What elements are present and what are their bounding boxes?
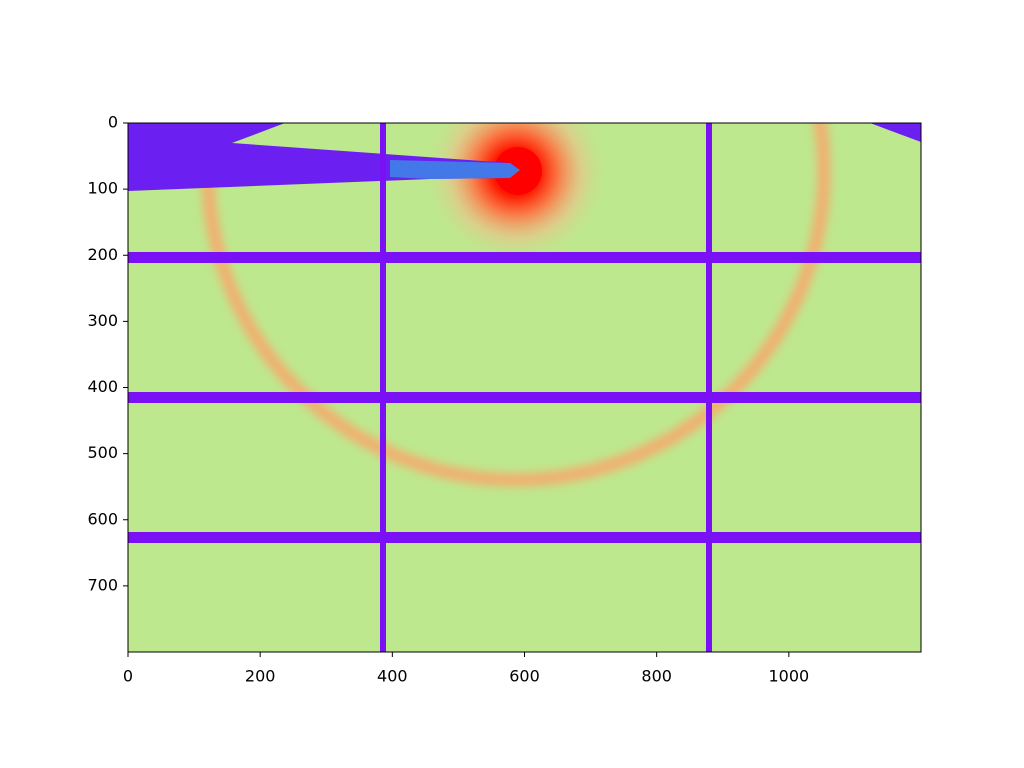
corner-shadow (870, 123, 921, 142)
x-tick-label: 1000 (768, 667, 809, 686)
module-gap (706, 123, 712, 652)
y-tick-label: 300 (87, 311, 118, 330)
y-tick-label: 0 (108, 113, 118, 132)
detector-image (128, 123, 921, 652)
y-tick-label: 500 (87, 443, 118, 462)
module-gap (128, 252, 921, 263)
module-gap (380, 123, 386, 652)
y-tick-label: 200 (87, 245, 118, 264)
x-tick-label: 200 (245, 667, 276, 686)
y-tick-label: 600 (87, 509, 118, 528)
x-tick-label: 800 (641, 667, 672, 686)
module-gap (128, 532, 921, 543)
x-tick-label: 400 (377, 667, 408, 686)
y-tick-label: 400 (87, 377, 118, 396)
x-tick-label: 0 (123, 667, 133, 686)
beam-halo (421, 123, 611, 267)
beamstop-tip (390, 160, 520, 179)
x-tick-label: 600 (509, 667, 540, 686)
module-gap (128, 392, 921, 403)
y-tick-label: 100 (87, 179, 118, 198)
y-tick-label: 700 (87, 575, 118, 594)
